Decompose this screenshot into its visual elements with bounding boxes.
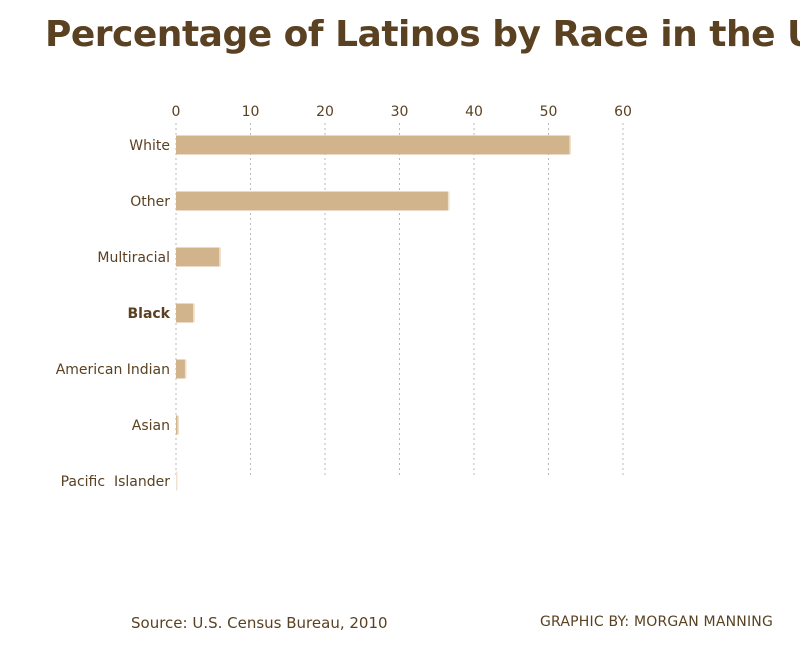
bar-3	[176, 303, 195, 323]
x-tick-label-0: 0	[172, 104, 181, 120]
category-label-0: White	[129, 138, 170, 154]
category-label-1: Other	[130, 194, 170, 210]
x-tick-label-50: 50	[540, 104, 558, 120]
x-tick-label-10: 10	[242, 104, 260, 120]
bar-1	[176, 191, 450, 211]
category-label-6: Pacific Islander	[61, 474, 171, 490]
bar-edge-2	[219, 247, 221, 267]
category-label-4: American Indian	[56, 362, 170, 378]
category-label-3: Black	[127, 306, 170, 322]
source-note: Source: U.S. Census Bureau, 2010	[131, 614, 388, 632]
bar-0	[176, 135, 571, 155]
bar-2	[176, 247, 221, 267]
bar-edge-4	[184, 359, 187, 379]
x-tick-label-30: 30	[391, 104, 409, 120]
bar-edge-6	[176, 471, 178, 491]
bar-4	[176, 359, 187, 379]
bar-edge-0	[569, 135, 571, 155]
x-tick-label-60: 60	[614, 104, 632, 120]
graphic-credit: GRAPHIC BY: MORGAN MANNING	[539, 614, 773, 630]
category-label-2: Multiracial	[97, 250, 170, 266]
bar-edge-3	[193, 303, 195, 323]
bar-edge-1	[447, 191, 450, 211]
x-tick-label-20: 20	[316, 104, 334, 120]
chart-title: Percentage of Latinos by Race in the U.S…	[45, 14, 800, 55]
x-tick-label-40: 40	[465, 104, 483, 120]
category-label-5: Asian	[132, 418, 170, 434]
bar-edge-5	[177, 415, 179, 435]
